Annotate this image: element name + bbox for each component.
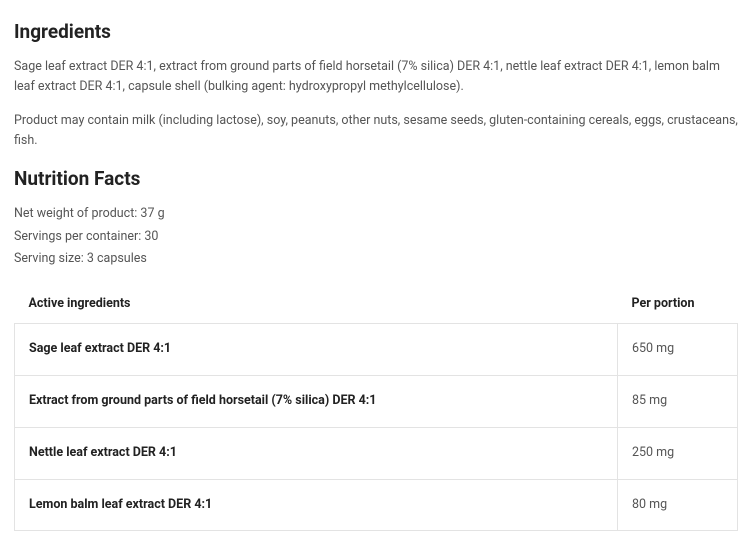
ingredients-text-2: Product may contain milk (including lact… [14,111,738,151]
ingredient-name: Lemon balm leaf extract DER 4:1 [15,479,618,531]
table-row: Nettle leaf extract DER 4:1 250 mg [15,427,738,479]
servings-per-container: Servings per container: 30 [14,226,738,249]
nutrition-table: Active ingredients Per portion Sage leaf… [14,285,738,532]
ingredient-name: Nettle leaf extract DER 4:1 [15,427,618,479]
ingredient-amount: 650 mg [618,324,738,376]
ingredient-amount: 80 mg [618,479,738,531]
ingredient-amount: 85 mg [618,376,738,428]
table-row: Extract from ground parts of field horse… [15,376,738,428]
table-header-row: Active ingredients Per portion [15,285,738,324]
nutrition-summary: Net weight of product: 37 g Servings per… [14,203,738,271]
serving-size: Serving size: 3 capsules [14,248,738,271]
ingredient-name: Extract from ground parts of field horse… [15,376,618,428]
ingredient-name: Sage leaf extract DER 4:1 [15,324,618,376]
ingredient-amount: 250 mg [618,427,738,479]
ingredients-text-1: Sage leaf extract DER 4:1, extract from … [14,57,738,97]
col-active-ingredients: Active ingredients [15,285,618,324]
ingredients-heading: Ingredients [14,18,738,47]
net-weight: Net weight of product: 37 g [14,203,738,226]
col-per-portion: Per portion [618,285,738,324]
nutrition-heading: Nutrition Facts [14,165,738,194]
table-row: Sage leaf extract DER 4:1 650 mg [15,324,738,376]
table-row: Lemon balm leaf extract DER 4:1 80 mg [15,479,738,531]
